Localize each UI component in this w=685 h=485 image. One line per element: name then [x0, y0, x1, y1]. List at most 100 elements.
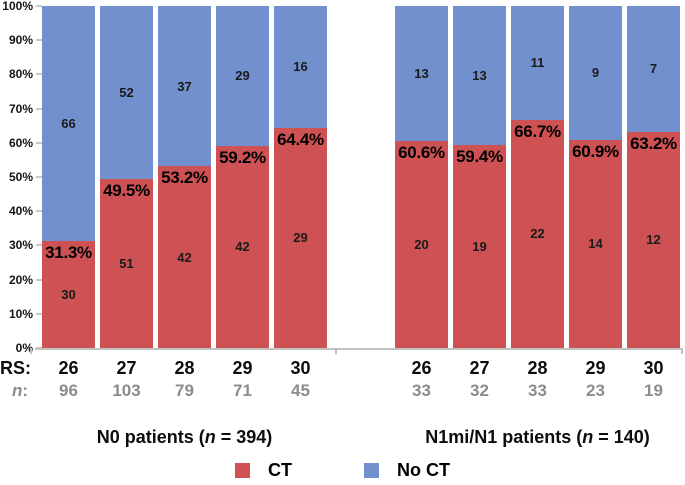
stacked-bar-rs-30: 16 64.4% 29 — [274, 6, 327, 348]
y-axis-tick — [36, 244, 42, 247]
rs-value-label: 30 — [643, 358, 664, 378]
no-ct-count-label: 66 — [61, 115, 76, 131]
rs-value-label: 26 — [58, 358, 79, 378]
stacked-bar-rs-26: 66 31.3% 30 — [42, 6, 95, 348]
no-ct-segment: 37 — [158, 6, 211, 167]
ct-percentage-label: 59.4% — [456, 146, 503, 166]
y-axis-tick — [36, 73, 42, 76]
stacked-bar-rs-27: 52 49.5% 51 — [100, 6, 153, 348]
rs-group-1: 26 27 28 29 30 — [395, 358, 680, 379]
n-value-label: 79 — [175, 381, 194, 400]
no-ct-segment: 66 — [42, 6, 95, 241]
y-axis-tick — [36, 210, 42, 213]
y-axis-tick — [36, 312, 42, 315]
ct-segment: 64.4% 29 — [274, 127, 327, 348]
y-axis-tick-label: 30% — [8, 238, 33, 253]
ct-legend-swatch — [235, 463, 250, 478]
group-title-n1mi-n1: N1mi/N1 patients (n = 140) — [425, 427, 650, 447]
no-ct-count-label: 7 — [649, 61, 658, 77]
ct-percentage-label: 49.5% — [103, 180, 150, 200]
rs-value-label: 26 — [411, 358, 432, 378]
n-value-label: 96 — [59, 381, 78, 400]
ct-segment: 59.2% 42 — [216, 145, 269, 348]
x-axis-tick — [681, 348, 683, 354]
ct-segment: 49.5% 51 — [100, 178, 153, 348]
no-ct-count-label: 13 — [472, 67, 487, 83]
ct-segment: 66.7% 22 — [511, 119, 564, 348]
ct-percentage-label: 53.2% — [161, 168, 208, 188]
y-axis-tick-label: 0% — [15, 341, 33, 355]
rs-value-label: 27 — [469, 358, 490, 378]
ct-segment: 53.2% 42 — [158, 166, 211, 348]
n-value-label: 23 — [586, 381, 605, 400]
no-ct-segment: 29 — [216, 6, 269, 146]
ct-percentage-label: 31.3% — [45, 242, 92, 262]
y-axis-tick — [36, 5, 42, 7]
no-ct-count-label: 52 — [119, 84, 134, 100]
x-axis-tick — [335, 348, 337, 354]
ct-percentage-label: 64.4% — [277, 129, 324, 149]
ct-count-label: 14 — [588, 236, 603, 252]
y-axis-tick-label: 10% — [8, 306, 33, 321]
no-ct-segment: 52 — [100, 6, 153, 179]
n-value-label: 33 — [528, 381, 547, 400]
y-axis-tick-label: 90% — [8, 33, 33, 48]
no-ct-segment: 7 — [627, 6, 680, 132]
rs-value-label: 30 — [290, 358, 311, 378]
y-axis-tick-label: 60% — [8, 135, 33, 150]
ct-count-label: 20 — [414, 236, 429, 252]
stacked-bar-rs-28: 11 66.7% 22 — [511, 6, 564, 348]
no-ct-count-label: 29 — [235, 68, 250, 84]
stacked-bar-rs-29: 29 59.2% 42 — [216, 6, 269, 348]
n-value-label: 33 — [412, 381, 431, 400]
legend-item-no-ct: No CT — [364, 460, 450, 481]
ct-count-label: 51 — [119, 255, 134, 271]
x-axis-tick — [30, 348, 32, 354]
ct-count-label: 22 — [530, 226, 545, 242]
no-ct-segment: 13 — [395, 6, 448, 141]
ct-count-label: 42 — [235, 239, 250, 255]
no-ct-count-label: 37 — [177, 78, 192, 94]
rs-value-label: 28 — [527, 358, 548, 378]
ct-segment: 63.2% 12 — [627, 131, 680, 348]
ct-percentage-label: 59.2% — [219, 147, 266, 167]
n-value-label: 19 — [644, 381, 663, 400]
ct-segment: 60.9% 14 — [569, 139, 622, 348]
bar-group-0: 66 31.3% 30 52 49.5% 51 37 53.2% 42 29 59.2% 42 16 64… — [42, 6, 327, 348]
ct-segment: 31.3% 30 — [42, 240, 95, 348]
ct-percentage-label: 60.6% — [398, 142, 445, 162]
no-ct-count-label: 9 — [591, 65, 600, 81]
no-ct-count-label: 13 — [414, 65, 429, 81]
n-value-label: 103 — [112, 381, 141, 400]
y-axis-tick-label: 20% — [8, 272, 33, 287]
stacked-bar-rs-28: 37 53.2% 42 — [158, 6, 211, 348]
no-ct-count-label: 16 — [293, 59, 308, 75]
rs-value-label: 29 — [585, 358, 606, 378]
ct-legend-label: CT — [268, 460, 292, 480]
y-axis-tick-label: 100% — [2, 0, 33, 13]
x-axis-line — [35, 348, 683, 350]
n-value-label: 32 — [470, 381, 489, 400]
stacked-bar-rs-29: 9 60.9% 14 — [569, 6, 622, 348]
rs-value-label: 29 — [232, 358, 253, 378]
rs-value-label: 27 — [116, 358, 137, 378]
stacked-bar-rs-27: 13 59.4% 19 — [453, 6, 506, 348]
n-value-label: 71 — [233, 381, 252, 400]
group-title-n0: N0 patients (n = 394) — [96, 427, 273, 447]
y-axis-tick-label: 70% — [8, 101, 33, 116]
ct-count-label: 29 — [293, 230, 308, 246]
y-axis-tick — [36, 39, 42, 42]
n-group-0: 96 103 79 71 45 — [42, 381, 327, 401]
ct-percentage-label: 63.2% — [630, 133, 677, 153]
stacked-bar-rs-30: 7 63.2% 12 — [627, 6, 680, 348]
no-ct-count-label: 11 — [530, 55, 545, 71]
ct-count-label: 19 — [472, 238, 487, 254]
y-axis-tick — [36, 107, 42, 110]
y-axis-tick-label: 40% — [8, 204, 33, 219]
n-group-1: 33 32 33 23 19 — [395, 381, 680, 401]
no-ct-legend-swatch — [364, 463, 379, 478]
bar-group-1: 13 60.6% 20 13 59.4% 19 11 66.7% 22 9 60.9% 14 7 63.2… — [395, 6, 680, 348]
no-ct-segment: 9 — [569, 6, 622, 140]
y-axis-tick — [36, 278, 42, 281]
